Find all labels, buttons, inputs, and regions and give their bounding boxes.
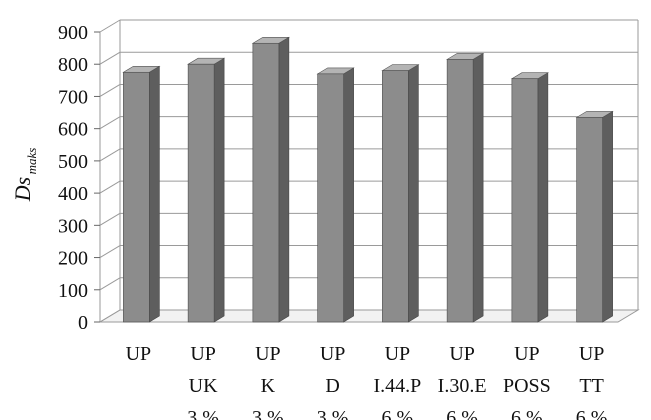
x-tick-label: UP: [190, 343, 216, 365]
x-tick-label: UK: [189, 375, 218, 397]
y-axis-label: Ds maks: [10, 148, 39, 203]
bar-side: [343, 67, 354, 323]
y-tick-label: 500: [58, 151, 88, 173]
bar: [382, 70, 409, 323]
bar-side: [602, 110, 613, 323]
y-tick-label: 300: [58, 215, 88, 237]
x-tick-label: 3 %: [187, 407, 219, 420]
y-tick-label: 900: [58, 22, 88, 44]
gridline-side: [99, 212, 121, 226]
x-tick-label: TT: [579, 375, 603, 397]
y-axis-label-main: Ds: [10, 177, 35, 202]
gridline-side: [99, 84, 121, 97]
bar-side: [213, 57, 225, 323]
bar: [317, 73, 344, 323]
x-tick-label: POSS: [503, 375, 551, 397]
bar: [252, 42, 280, 323]
bar: [446, 59, 474, 323]
bar-side: [472, 52, 484, 323]
x-tick-label: 6 %: [511, 407, 543, 420]
x-tick-label: UP: [385, 343, 411, 365]
x-tick-label: D: [325, 375, 339, 397]
bar-side: [278, 36, 290, 323]
y-tick-label: 0: [78, 312, 88, 334]
bar: [123, 71, 150, 323]
x-tick-label: UP: [255, 343, 281, 365]
gridline-side: [99, 245, 121, 258]
x-tick-label: I.30.E: [438, 375, 487, 397]
gridline-side: [99, 148, 121, 162]
x-tick-label: 3 %: [317, 407, 349, 420]
bar-side: [408, 64, 419, 323]
y-axis-label-subscript: maks: [24, 148, 39, 175]
x-tick-label: 6 %: [446, 407, 478, 420]
y-tick-label: 800: [58, 54, 88, 76]
gridline-side: [99, 309, 121, 323]
bar-side: [537, 72, 549, 323]
y-tick-label: 400: [58, 183, 88, 205]
x-tick-label: UP: [449, 343, 475, 365]
y-tick-label: 200: [58, 248, 88, 270]
x-tick-label: I.44.P: [373, 375, 421, 397]
chart-floor: [98, 309, 640, 323]
y-tick-label: 600: [58, 119, 88, 141]
x-tick-label: UP: [320, 343, 346, 365]
bar: [187, 63, 215, 323]
gridline-side: [99, 19, 121, 33]
x-tick-label: 6 %: [382, 407, 414, 420]
bar: [576, 117, 603, 323]
y-tick-label: 700: [58, 86, 88, 108]
gridline-side: [99, 277, 121, 291]
x-tick-label: UP: [514, 343, 540, 365]
bar: [511, 78, 539, 323]
y-tick-label: 100: [58, 280, 88, 302]
bar-side: [149, 65, 160, 323]
x-tick-label: 3 %: [252, 407, 284, 420]
x-tick-label: UP: [126, 343, 152, 365]
gridline-side: [99, 51, 121, 65]
gridline-side: [99, 180, 121, 194]
gridline-side: [99, 116, 121, 130]
x-tick-label: K: [261, 375, 276, 397]
x-tick-label: UP: [579, 343, 605, 365]
x-tick-label: 6 %: [576, 407, 608, 420]
